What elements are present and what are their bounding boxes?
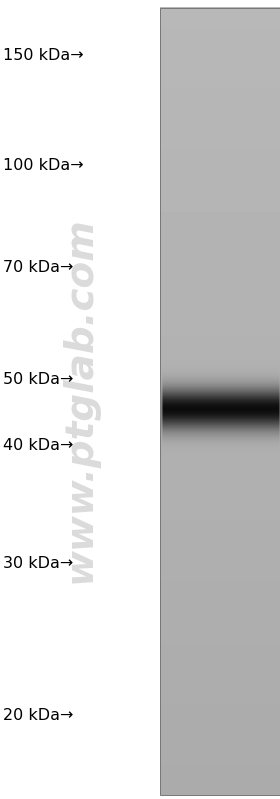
- Text: 40 kDa→: 40 kDa→: [3, 438, 73, 452]
- Text: 20 kDa→: 20 kDa→: [3, 708, 73, 722]
- Text: www.ptglab.com: www.ptglab.com: [61, 216, 99, 583]
- Text: 30 kDa→: 30 kDa→: [3, 556, 73, 570]
- Text: 100 kDa→: 100 kDa→: [3, 158, 83, 173]
- Text: 150 kDa→: 150 kDa→: [3, 49, 83, 63]
- Bar: [160, 8, 280, 795]
- Text: 50 kDa→: 50 kDa→: [3, 372, 73, 387]
- Text: 70 kDa→: 70 kDa→: [3, 260, 73, 275]
